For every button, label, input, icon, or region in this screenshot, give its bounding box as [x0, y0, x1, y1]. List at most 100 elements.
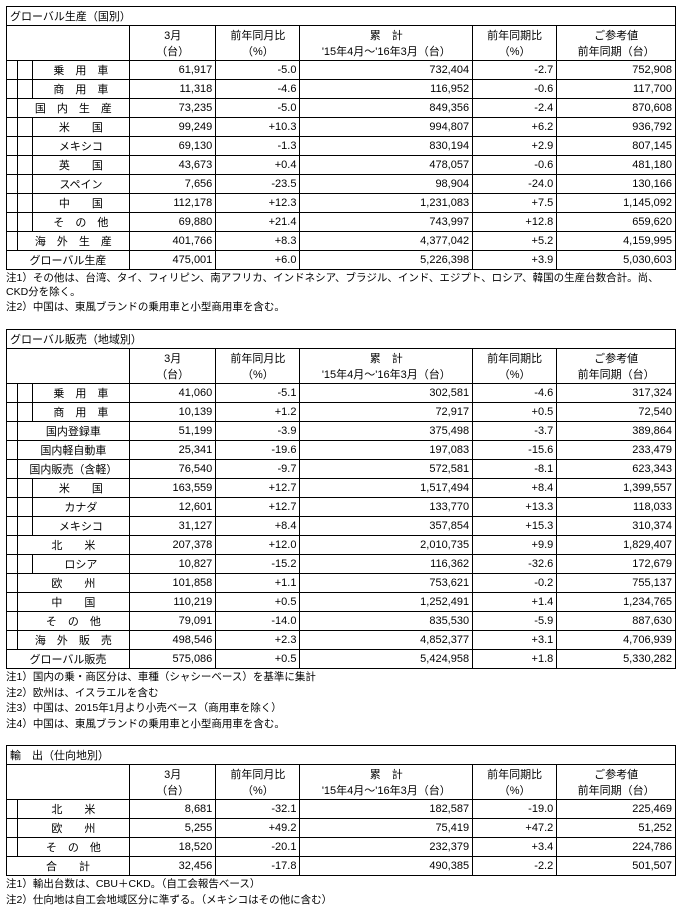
- value-cell: +15.3: [473, 516, 557, 535]
- value-cell: 25,341: [129, 440, 215, 459]
- value-cell: +47.2: [473, 819, 557, 838]
- value-cell: 490,385: [300, 857, 473, 876]
- row-label: 国内登録車: [17, 421, 129, 440]
- table-row: 欧 州5,255+49.275,419+47.251,252: [7, 819, 676, 838]
- value-cell: 4,377,042: [300, 232, 473, 251]
- indent-cell: [7, 194, 18, 213]
- indent-cell: [7, 497, 18, 516]
- blank-cell: [7, 765, 130, 800]
- value-cell: 72,540: [557, 402, 676, 421]
- indent-cell: [7, 213, 18, 232]
- value-cell: -17.8: [216, 857, 300, 876]
- value-cell: 4,852,377: [300, 630, 473, 649]
- value-cell: -1.3: [216, 137, 300, 156]
- value-cell: -19.6: [216, 440, 300, 459]
- value-cell: 1,234,765: [557, 592, 676, 611]
- value-cell: 75,419: [300, 819, 473, 838]
- table-row: 合 計32,456-17.8490,385-2.2501,507: [7, 857, 676, 876]
- table-row: 北 米8,681-32.1182,587-19.0225,469: [7, 800, 676, 819]
- row-label: 米 国: [32, 118, 129, 137]
- value-cell: 375,498: [300, 421, 473, 440]
- value-cell: 2,010,735: [300, 535, 473, 554]
- value-cell: 498,546: [129, 630, 215, 649]
- indent-cell: [17, 156, 32, 175]
- value-cell: 317,324: [557, 383, 676, 402]
- value-cell: 10,827: [129, 554, 215, 573]
- value-cell: 51,199: [129, 421, 215, 440]
- value-cell: -23.5: [216, 175, 300, 194]
- value-cell: 389,864: [557, 421, 676, 440]
- indent-cell: [17, 383, 32, 402]
- value-cell: -0.6: [473, 80, 557, 99]
- value-cell: 659,620: [557, 213, 676, 232]
- col-hdr: 前年同期比 （%）: [473, 765, 557, 800]
- value-cell: +1.4: [473, 592, 557, 611]
- footnote: 注4）中国は、東風ブランドの乗用車と小型商用車を含む。: [6, 718, 676, 732]
- value-cell: 10,139: [129, 402, 215, 421]
- table-row: グローバル生産475,001+6.05,226,398+3.95,030,603: [7, 251, 676, 270]
- blank-cell: [7, 26, 130, 61]
- value-cell: 807,145: [557, 137, 676, 156]
- indent-cell: [7, 156, 18, 175]
- production-table: グローバル生産（国別） 3月 （台） 前年同月比 （%） 累 計 '15年4月～…: [6, 6, 676, 270]
- row-label: スペイン: [32, 175, 129, 194]
- row-label: 英 国: [32, 156, 129, 175]
- value-cell: 116,362: [300, 554, 473, 573]
- value-cell: -0.2: [473, 573, 557, 592]
- value-cell: 849,356: [300, 99, 473, 118]
- indent-cell: [17, 118, 32, 137]
- value-cell: +12.7: [216, 497, 300, 516]
- col-hdr: 前年同期比 （%）: [473, 348, 557, 383]
- row-label: 国内販売（含軽）: [17, 459, 129, 478]
- value-cell: 207,378: [129, 535, 215, 554]
- footnote: 注2）欧州は、イスラエルを含む: [6, 687, 676, 701]
- value-cell: +2.3: [216, 630, 300, 649]
- value-cell: 5,226,398: [300, 251, 473, 270]
- value-cell: -5.0: [216, 61, 300, 80]
- value-cell: -3.7: [473, 421, 557, 440]
- row-label: メキシコ: [32, 516, 129, 535]
- value-cell: 12,601: [129, 497, 215, 516]
- value-cell: +8.4: [473, 478, 557, 497]
- indent-cell: [7, 440, 18, 459]
- table-row: 中 国110,219+0.51,252,491+1.41,234,765: [7, 592, 676, 611]
- table-row: グローバル販売575,086+0.55,424,958+1.85,330,282: [7, 649, 676, 668]
- table-row: 英 国43,673+0.4478,057-0.6481,180: [7, 156, 676, 175]
- indent-cell: [7, 61, 18, 80]
- row-label: 海 外 生 産: [17, 232, 129, 251]
- value-cell: +12.7: [216, 478, 300, 497]
- indent-cell: [17, 478, 32, 497]
- t1-title: グローバル生産（国別）: [7, 7, 676, 26]
- row-label: 国 内 生 産: [17, 99, 129, 118]
- value-cell: 32,456: [129, 857, 215, 876]
- value-cell: 743,997: [300, 213, 473, 232]
- value-cell: -15.6: [473, 440, 557, 459]
- value-cell: -0.6: [473, 156, 557, 175]
- value-cell: 1,252,491: [300, 592, 473, 611]
- value-cell: +8.3: [216, 232, 300, 251]
- value-cell: +12.8: [473, 213, 557, 232]
- blank-cell: [7, 348, 130, 383]
- indent-cell: [7, 137, 18, 156]
- value-cell: 133,770: [300, 497, 473, 516]
- row-label: 米 国: [32, 478, 129, 497]
- footnote: 注2）仕向地は自工会地域区分に準ずる。（メキシコはその他に含む）: [6, 894, 676, 908]
- col-hdr: 累 計 '15年4月～'16年3月（台）: [300, 348, 473, 383]
- col-hdr: ご参考値 前年同期（台）: [557, 348, 676, 383]
- indent-cell: [7, 402, 18, 421]
- row-label: 商 用 車: [32, 402, 129, 421]
- row-label: グローバル販売: [7, 649, 130, 668]
- indent-cell: [7, 175, 18, 194]
- footnote: 注3）中国は、2015年1月より小売ベース（商用車を除く）: [6, 702, 676, 716]
- value-cell: 755,137: [557, 573, 676, 592]
- indent-cell: [17, 137, 32, 156]
- indent-cell: [7, 554, 18, 573]
- value-cell: -14.0: [216, 611, 300, 630]
- table-row: 国内登録車51,199-3.9375,498-3.7389,864: [7, 421, 676, 440]
- indent-cell: [7, 611, 18, 630]
- indent-cell: [17, 175, 32, 194]
- table-row: 中 国112,178+12.31,231,083+7.51,145,092: [7, 194, 676, 213]
- value-cell: -5.0: [216, 99, 300, 118]
- indent-cell: [17, 497, 32, 516]
- indent-cell: [17, 402, 32, 421]
